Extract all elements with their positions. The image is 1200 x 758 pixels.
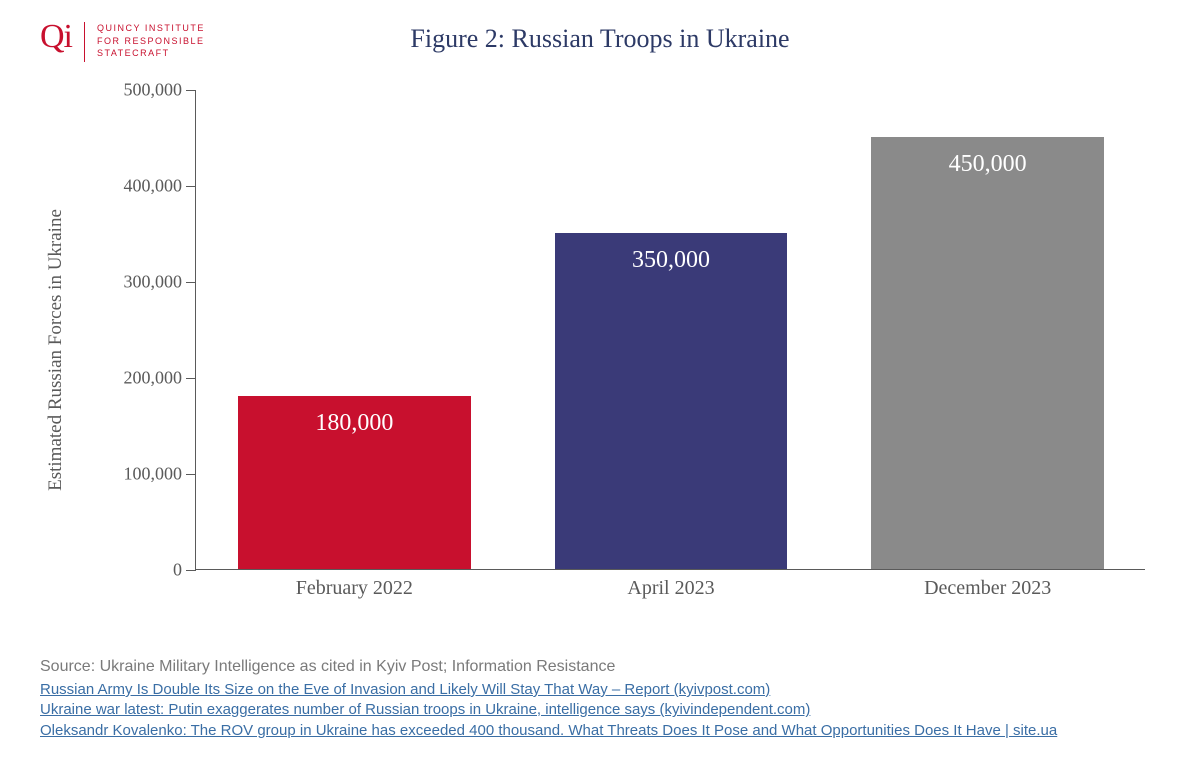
y-tick: [186, 282, 196, 283]
source-links: Russian Army Is Double Its Size on the E…: [40, 680, 1180, 741]
x-tick-label: December 2023: [924, 577, 1051, 600]
bar-value-label: 450,000: [871, 151, 1104, 178]
chart-title: Figure 2: Russian Troops in Ukraine: [0, 24, 1200, 54]
x-tick-label: April 2023: [627, 577, 714, 600]
source-link[interactable]: Oleksandr Kovalenko: The ROV group in Uk…: [40, 721, 1180, 741]
bar: 180,000: [238, 396, 471, 569]
y-tick: [186, 474, 196, 475]
bar-value-label: 350,000: [555, 247, 788, 274]
y-tick-label: 400,000: [124, 176, 183, 197]
y-axis-label: Estimated Russian Forces in Ukraine: [45, 209, 67, 491]
bar-value-label: 180,000: [238, 410, 471, 437]
y-tick-label: 200,000: [124, 368, 183, 389]
source-link[interactable]: Ukraine war latest: Putin exaggerates nu…: [40, 700, 1180, 720]
source-link[interactable]: Russian Army Is Double Its Size on the E…: [40, 680, 1180, 700]
y-tick: [186, 186, 196, 187]
source-text: Source: Ukraine Military Intelligence as…: [40, 658, 1180, 676]
bar: 450,000: [871, 137, 1104, 569]
footer: Source: Ukraine Military Intelligence as…: [40, 658, 1180, 741]
y-tick: [186, 378, 196, 379]
y-tick-label: 0: [173, 560, 182, 581]
y-tick: [186, 570, 196, 571]
bar: 350,000: [555, 233, 788, 569]
y-tick-label: 500,000: [124, 80, 183, 101]
plot-area: 0100,000200,000300,000400,000500,000180,…: [195, 90, 1145, 570]
chart-area: Estimated Russian Forces in Ukraine 0100…: [100, 80, 1160, 620]
y-tick-label: 300,000: [124, 272, 183, 293]
y-tick-label: 100,000: [124, 464, 183, 485]
y-tick: [186, 90, 196, 91]
x-tick-label: February 2022: [296, 577, 413, 600]
